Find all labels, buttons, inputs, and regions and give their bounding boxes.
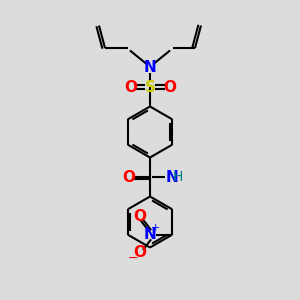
Text: O: O <box>163 80 176 94</box>
Text: −: − <box>128 252 139 265</box>
Text: +: + <box>151 223 160 233</box>
Text: O: O <box>134 209 146 224</box>
Text: N: N <box>144 227 157 242</box>
Text: H: H <box>173 170 183 184</box>
Text: O: O <box>124 80 137 94</box>
Text: O: O <box>122 169 136 184</box>
Text: S: S <box>145 80 155 94</box>
Text: N: N <box>165 169 178 184</box>
Text: O: O <box>134 245 146 260</box>
Text: N: N <box>144 60 156 75</box>
